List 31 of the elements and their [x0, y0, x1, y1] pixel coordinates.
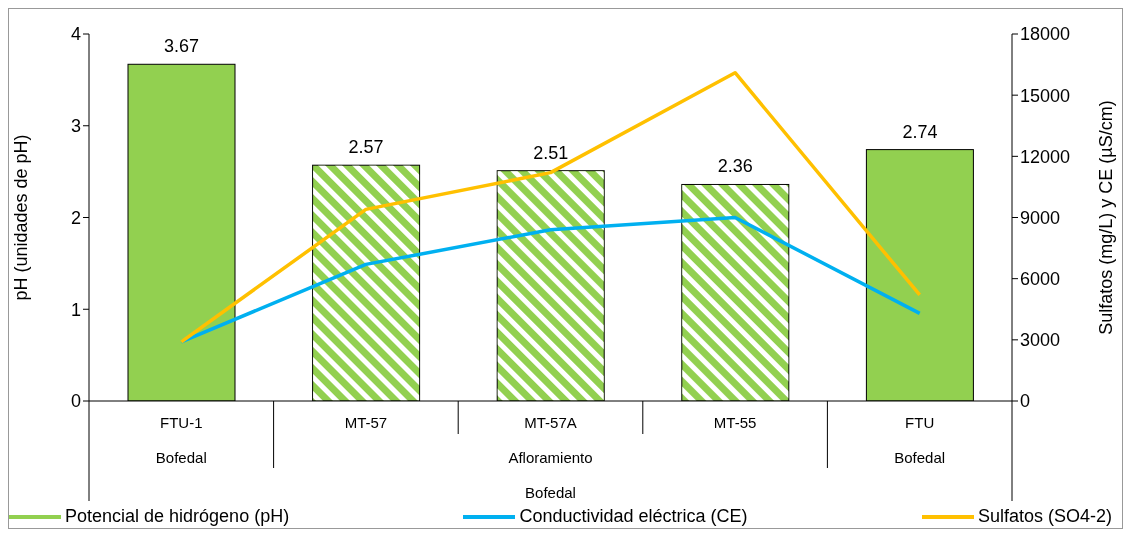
x-tick-label: MT-57	[344, 413, 388, 431]
data-label: 2.57	[348, 137, 384, 158]
y-tick-label: 0	[70, 391, 81, 412]
y-tick-label: 4	[70, 24, 81, 45]
y2-tick-label: 3000	[1020, 330, 1061, 351]
legend-label: Potencial de hidrógeno (pH)	[65, 506, 290, 527]
y-axis-title: pH (unidades de pH)	[11, 134, 32, 301]
x-tick-label: FTU-1	[160, 413, 203, 431]
data-label: 3.67	[163, 36, 200, 57]
y2-axis-title: Sulfatos (mg/L) y CE (µS/cm)	[1096, 100, 1117, 335]
y-tick-label: 2	[70, 207, 81, 228]
y2-tick-label: 12000	[1020, 146, 1071, 167]
y2-tick-label: 6000	[1020, 269, 1061, 290]
x-tick-label: FTU	[905, 413, 935, 431]
y2-tick-label: 15000	[1020, 85, 1071, 106]
data-label: 2.74	[902, 121, 938, 142]
y2-tick-label: 9000	[1020, 207, 1061, 228]
legend-label: Sulfatos (SO4-2)	[977, 506, 1112, 527]
y-tick-label: 1	[70, 299, 81, 320]
y-tick-label: 3	[70, 116, 81, 137]
y2-tick-label: 18000	[1020, 24, 1071, 45]
x-tick-label: MT-55	[713, 413, 757, 431]
x-tick-label: MT-57A	[524, 413, 577, 431]
legend-label: Conductividad eléctrica (CE)	[519, 506, 748, 527]
text: Bofedal	[525, 484, 576, 501]
text: Afloramiento	[508, 449, 593, 466]
data-label: 2.51	[533, 142, 569, 163]
y2-tick-label: 0	[1020, 391, 1031, 412]
data-label: 2.36	[717, 156, 753, 177]
text: Bofedal	[155, 449, 207, 466]
text: Bofedal	[894, 449, 946, 466]
